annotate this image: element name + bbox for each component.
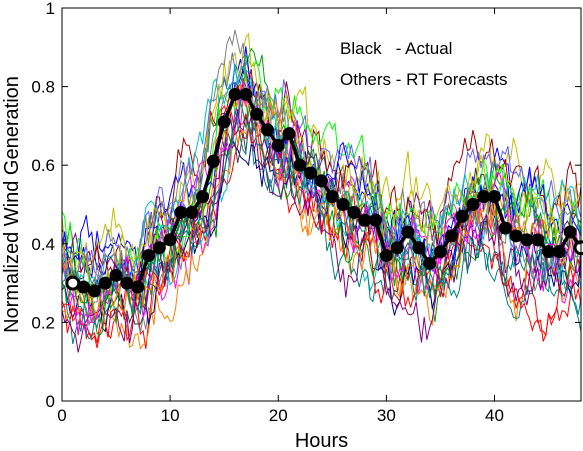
forecast-line-13 [62,54,581,299]
actual-series-group [65,87,583,298]
actual-point [228,87,242,101]
x-tick-label: 0 [57,406,66,425]
actual-point [412,241,426,255]
y-tick-label: 0.2 [31,313,55,332]
y-tick-label: 0.6 [31,156,55,175]
forecast-line-12 [62,68,581,287]
actual-point [293,158,307,172]
actual-point [77,280,91,294]
y-axis-label: Normalized Wind Generation [1,76,23,333]
forecast-line-25 [62,109,581,340]
actual-point [163,233,177,247]
y-tick-label: 0.8 [31,78,55,97]
actual-point [531,233,545,247]
actual-point [444,229,458,243]
actual-point [217,115,231,129]
actual-point [196,190,210,204]
actual-point [152,241,166,255]
forecast-line-22 [62,29,581,293]
actual-point [142,249,155,263]
actual-point [488,190,501,204]
forecast-line-24 [62,83,581,316]
actual-point [109,268,123,282]
actual-point [260,123,274,137]
actual-point [552,245,566,259]
axis-ticks: 0 10 20 30 40 0 0.2 0.4 0.6 0.8 1 [31,0,581,425]
actual-point [315,174,328,188]
actual-point [520,233,534,247]
x-tick-label: 30 [377,406,396,425]
actual-point [282,127,296,141]
actual-point [433,245,447,259]
forecast-line-11 [62,137,581,333]
actual-point [401,225,415,239]
actual-point [369,213,383,227]
y-tick-label: 0.4 [31,235,55,254]
actual-point [185,205,199,219]
actual-point [423,256,437,270]
legend-actual-annotation: Black - Actual [340,39,452,58]
x-tick-label: 20 [269,406,288,425]
actual-point [131,280,145,294]
actual-point [509,229,523,243]
actual-point [498,221,512,235]
forecast-line-19 [62,81,581,336]
y-tick-label: 1 [46,0,55,18]
actual-point [466,198,480,211]
actual-point [271,139,285,153]
actual-point [250,107,264,121]
actual-point [206,154,220,168]
actual-point [239,87,253,101]
actual-point [542,245,556,259]
actual-point [347,205,361,219]
actual-point [455,209,469,223]
forecast-line-17 [62,104,581,349]
actual-point [379,249,393,263]
y-tick-label: 0 [46,392,55,411]
actual-point [563,225,577,239]
actual-point [358,213,372,227]
plot-frame [61,7,582,402]
x-axis-label: Hours [295,430,348,451]
x-tick-label: 40 [485,406,504,425]
actual-point [390,241,404,255]
actual-point [477,190,491,204]
actual-point [120,276,134,290]
forecast-line-14 [62,52,581,284]
actual-point [65,275,81,291]
legend-forecast-annotation: Others - RT Forecasts [340,70,508,89]
x-tick-label: 10 [161,406,180,425]
actual-point [325,190,339,204]
actual-point [336,198,350,211]
actual-point [304,166,318,180]
actual-point [174,205,188,219]
actual-point [98,276,112,290]
actual-point [87,284,101,298]
forecast-line-23 [62,106,581,353]
